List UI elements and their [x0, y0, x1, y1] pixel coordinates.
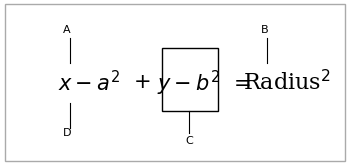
Text: $+$: $+$: [133, 74, 150, 92]
Text: D: D: [63, 128, 71, 138]
Text: B: B: [260, 25, 268, 35]
Text: $y - b^2$: $y - b^2$: [158, 68, 220, 98]
Bar: [162, 48, 218, 111]
Text: Radius$^2$: Radius$^2$: [243, 70, 331, 96]
Text: A: A: [63, 25, 71, 35]
Text: C: C: [185, 136, 193, 146]
Text: $x - a^2$: $x - a^2$: [58, 70, 120, 96]
Text: $=$: $=$: [229, 74, 251, 92]
